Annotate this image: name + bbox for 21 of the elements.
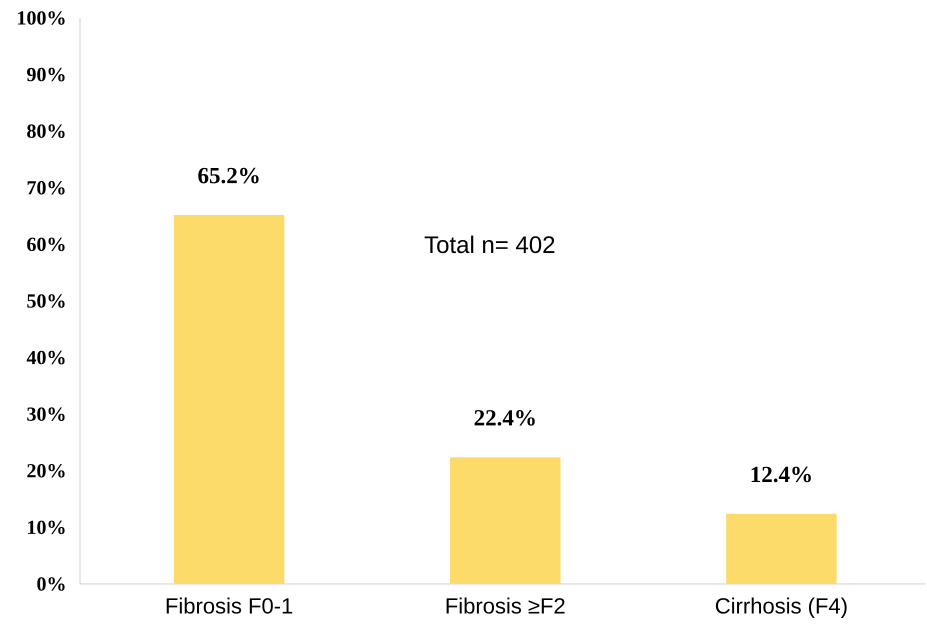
bar — [450, 457, 560, 584]
data-label: 12.4% — [752, 466, 811, 482]
annotation: Total n= 402 — [424, 236, 554, 254]
y-tick-label: 60% — [27, 238, 65, 252]
bar — [174, 214, 284, 584]
x-tick-label: Fibrosis F0-1 — [166, 598, 292, 614]
y-tick-label: 90% — [27, 68, 65, 82]
bar — [726, 514, 837, 584]
y-tick-label: 100% — [18, 11, 65, 25]
x-tick-label: Fibrosis ≥F2 — [446, 598, 565, 614]
x-tick-label: Cirrhosis (F4) — [716, 598, 847, 618]
y-tick-label: 0% — [37, 577, 65, 591]
y-tick-label: 10% — [28, 520, 65, 534]
y-tick-label: 70% — [28, 181, 65, 195]
y-tick-label: 50% — [27, 294, 65, 308]
data-label: 65.2% — [198, 168, 259, 184]
y-tick-label: 80% — [27, 124, 65, 138]
y-tick-label: 20% — [27, 464, 65, 478]
data-label: 22.4% — [474, 410, 535, 426]
y-tick-label: 30% — [27, 407, 65, 421]
y-tick-label: 40% — [26, 350, 65, 364]
